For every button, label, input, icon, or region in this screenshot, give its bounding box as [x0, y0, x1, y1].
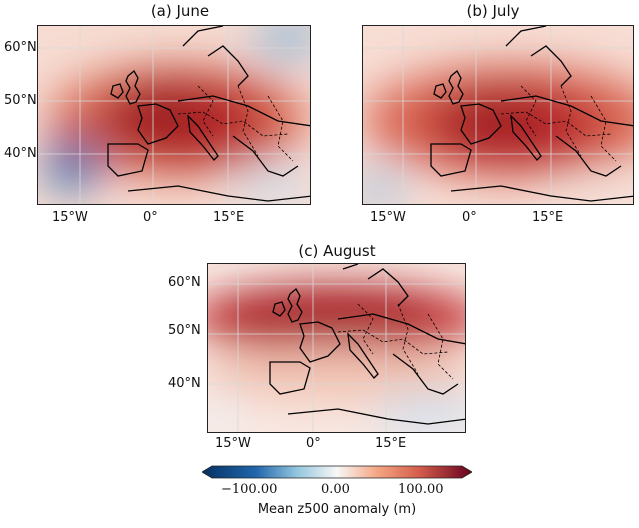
- lat-tick-50-a: 50°N: [4, 93, 37, 108]
- colorbar-tick-neg100: −100.00: [221, 482, 278, 497]
- z500-field-july: [363, 26, 633, 204]
- panel-c-title: (c) August: [298, 242, 376, 260]
- colorbar-tick-100: 100.00: [398, 482, 444, 497]
- lon-tick-0-a: 0°: [143, 210, 158, 225]
- colorbar: [202, 465, 472, 479]
- lon-tick-0-b: 0°: [462, 210, 477, 225]
- lat-tick-60-a: 60°N: [4, 40, 37, 55]
- lat-tick-40-c: 40°N: [168, 376, 201, 391]
- z500-field-august: [208, 264, 465, 432]
- panel-a-title: (a) June: [150, 2, 210, 20]
- lat-tick-40-a: 40°N: [4, 146, 37, 161]
- map-panel-june: [37, 25, 311, 205]
- lon-tick-15e-b: 15°E: [532, 210, 564, 225]
- panel-b-title: (b) July: [466, 2, 520, 20]
- lon-tick-15w-b: 15°W: [370, 210, 406, 225]
- map-panel-august: [207, 263, 466, 433]
- map-panel-july: [362, 25, 634, 205]
- lon-tick-15e-a: 15°E: [213, 210, 245, 225]
- lat-tick-50-c: 50°N: [168, 323, 201, 338]
- z500-field-june: [38, 26, 310, 204]
- colorbar-label: Mean z500 anomaly (m): [257, 502, 417, 517]
- colorbar-tick-0: 0.00: [321, 482, 350, 497]
- lon-tick-15e-c: 15°E: [375, 436, 407, 451]
- lon-tick-15w-a: 15°W: [52, 210, 88, 225]
- lon-tick-15w-c: 15°W: [215, 436, 251, 451]
- lat-tick-60-c: 60°N: [168, 275, 201, 290]
- lon-tick-0-c: 0°: [306, 436, 321, 451]
